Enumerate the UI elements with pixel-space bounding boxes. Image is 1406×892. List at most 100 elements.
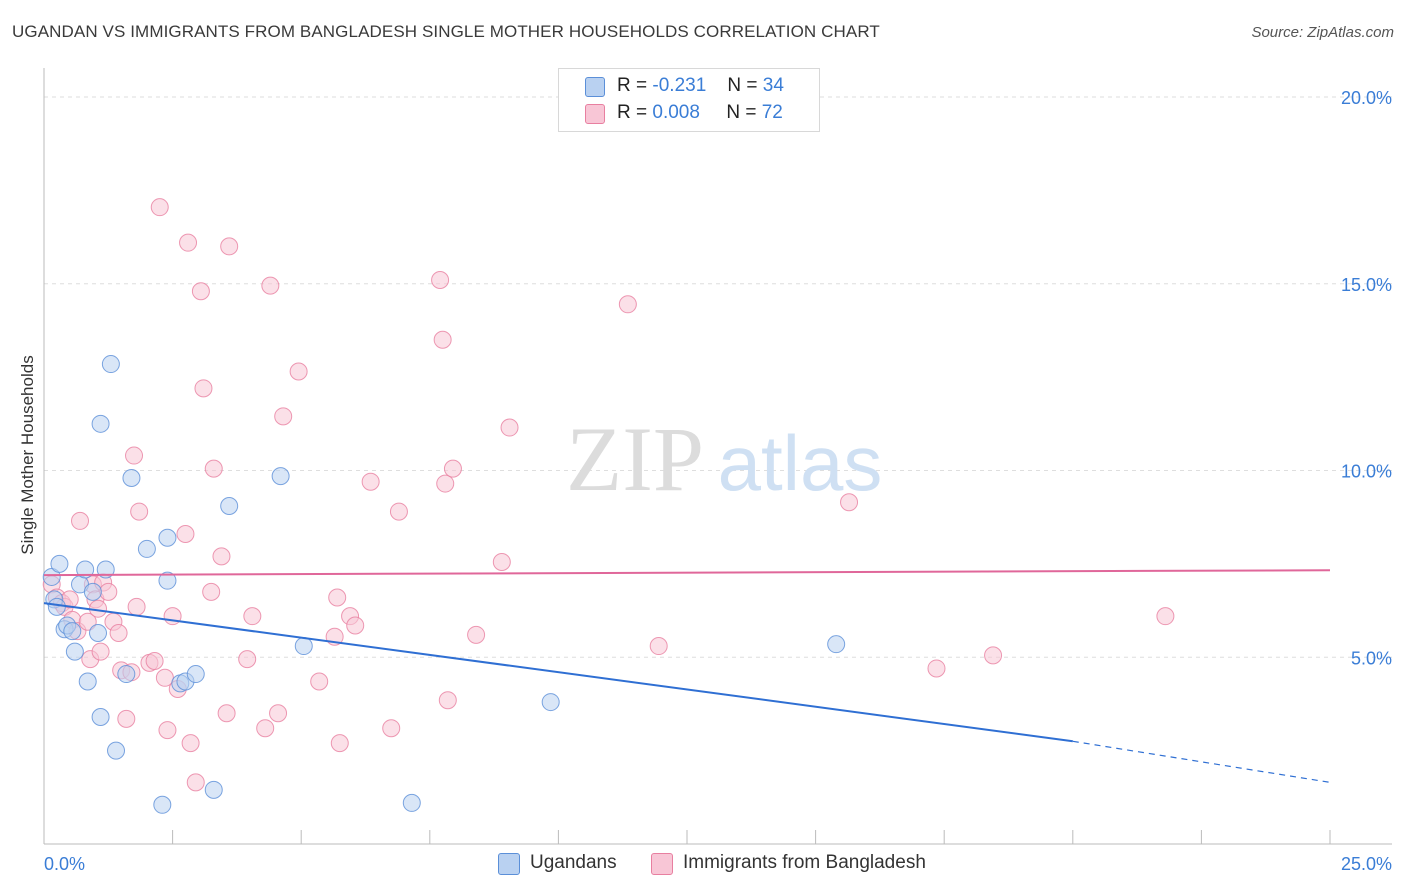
bottom-legend-label-bangladesh: Immigrants from Bangladesh	[683, 852, 926, 873]
point-bangladesh	[382, 719, 401, 738]
legend-r-value: 0.008	[652, 102, 700, 123]
legend-swatch-ugandans	[585, 77, 605, 97]
point-bangladesh	[289, 362, 308, 381]
point-bangladesh	[436, 474, 455, 493]
legend-r-label: R =	[617, 75, 648, 96]
point-ugandans	[47, 597, 66, 616]
point-bangladesh	[150, 198, 169, 217]
point-bangladesh	[274, 407, 293, 426]
point-bangladesh	[109, 623, 128, 642]
point-bangladesh	[256, 719, 275, 738]
series-ugandans-points	[42, 355, 846, 814]
chart-title: UGANDAN VS IMMIGRANTS FROM BANGLADESH SI…	[12, 22, 880, 41]
point-bangladesh	[346, 616, 365, 635]
watermark: ZIP atlas	[566, 408, 882, 510]
point-bangladesh	[840, 493, 859, 512]
point-ugandans	[89, 623, 108, 642]
trend-line-ugandans	[43, 602, 1073, 743]
point-bangladesh	[91, 642, 110, 661]
legend-swatch-bangladesh	[585, 104, 605, 124]
point-ugandans	[91, 414, 110, 433]
trend-lines	[43, 569, 1331, 783]
point-bangladesh	[217, 704, 236, 723]
point-bangladesh	[649, 637, 668, 656]
point-bangladesh	[212, 547, 231, 566]
point-ugandans	[220, 496, 239, 515]
legend-n-value: 72	[761, 102, 783, 123]
legend-n-value: 34	[762, 75, 784, 96]
y-tick-label: 10.0%	[1341, 462, 1392, 482]
x-tick-label: 25.0%	[1341, 854, 1392, 874]
bottom-legend-swatch-ugandans	[498, 853, 520, 875]
point-bangladesh	[238, 650, 257, 669]
point-bangladesh	[130, 502, 149, 521]
point-bangladesh	[389, 502, 408, 521]
y-axis-label: Single Mother Households	[18, 355, 37, 555]
point-bangladesh	[269, 704, 288, 723]
trend-line-bangladesh	[43, 569, 1331, 577]
point-bangladesh	[127, 597, 146, 616]
point-ugandans	[827, 635, 846, 654]
point-bangladesh	[310, 672, 329, 691]
point-ugandans	[91, 708, 110, 727]
point-ugandans	[65, 642, 84, 661]
point-bangladesh	[194, 379, 213, 398]
point-bangladesh	[78, 612, 97, 631]
point-bangladesh	[71, 511, 90, 530]
legend-r-value: -0.231	[652, 75, 707, 96]
source-credit: Source: ZipAtlas.com	[1251, 24, 1394, 41]
point-ugandans	[76, 560, 95, 579]
point-ugandans	[78, 672, 97, 691]
correlation-legend: R = -0.231 N = 34 R = 0.008 N = 72	[558, 68, 820, 132]
point-bangladesh	[181, 734, 200, 753]
point-bangladesh	[438, 691, 457, 710]
point-ugandans	[122, 468, 141, 487]
point-bangladesh	[984, 646, 1003, 665]
point-ugandans	[83, 582, 102, 601]
point-bangladesh	[176, 524, 195, 543]
point-bangladesh	[927, 659, 946, 678]
point-bangladesh	[433, 330, 452, 349]
point-bangladesh	[191, 282, 210, 301]
point-bangladesh	[330, 734, 349, 753]
point-ugandans	[204, 780, 223, 799]
point-ugandans	[153, 795, 172, 814]
point-ugandans	[158, 528, 177, 547]
point-ugandans	[107, 741, 126, 760]
point-bangladesh	[361, 472, 380, 491]
point-bangladesh	[179, 233, 198, 252]
watermark-zip: ZIP	[566, 408, 704, 510]
point-ugandans	[186, 665, 205, 684]
point-bangladesh	[443, 459, 462, 478]
point-bangladesh	[202, 582, 221, 601]
point-bangladesh	[618, 295, 637, 314]
point-bangladesh	[99, 582, 118, 601]
point-ugandans	[96, 560, 115, 579]
point-bangladesh	[492, 553, 511, 572]
watermark-atlas: atlas	[718, 419, 883, 507]
point-bangladesh	[243, 607, 262, 626]
point-ugandans	[63, 622, 82, 641]
point-ugandans	[117, 665, 136, 684]
point-bangladesh	[145, 651, 164, 670]
point-bangladesh	[431, 271, 450, 290]
tick-labels: 5.0% 10.0% 15.0% 20.0% 0.0% 25.0%	[44, 88, 1392, 874]
point-bangladesh	[500, 418, 519, 437]
point-bangladesh	[125, 446, 144, 465]
point-ugandans	[402, 793, 421, 812]
y-tick-label: 5.0%	[1351, 648, 1392, 668]
point-bangladesh	[220, 237, 239, 256]
point-ugandans	[294, 637, 313, 656]
point-bangladesh	[117, 709, 136, 728]
point-bangladesh	[261, 276, 280, 295]
point-bangladesh	[467, 625, 486, 644]
point-bangladesh	[328, 588, 347, 607]
point-ugandans	[271, 467, 290, 486]
bottom-legend-swatch-bangladesh	[651, 853, 673, 875]
point-ugandans	[541, 693, 560, 712]
point-bangladesh	[204, 459, 223, 478]
bottom-legend-label-ugandans: Ugandans	[530, 852, 617, 873]
legend-n-label: N =	[727, 75, 758, 96]
point-ugandans	[50, 554, 69, 573]
point-ugandans	[137, 539, 156, 558]
